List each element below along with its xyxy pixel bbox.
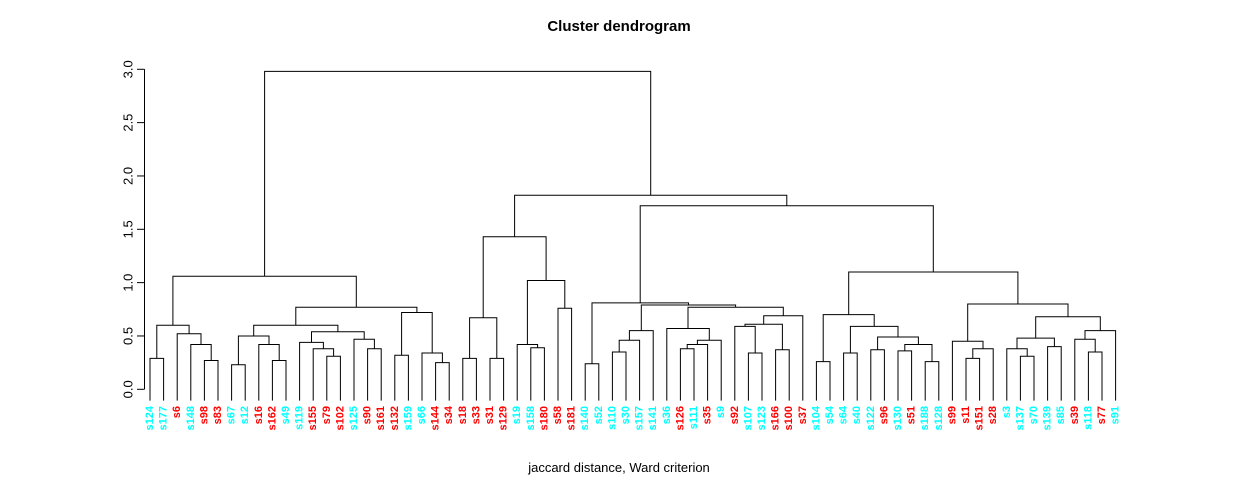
leaf-label-s123: s123 [756, 406, 768, 430]
leaf-label-s139: s139 [1042, 406, 1054, 430]
leaf-label-s37: s37 [797, 406, 809, 424]
leaf-label-s39: s39 [1069, 406, 1081, 424]
leaf-label-s34: s34 [443, 405, 455, 424]
leaf-label-s90: s90 [362, 406, 374, 424]
leaf-label-s98: s98 [198, 406, 210, 424]
leaf-label-s9: s9 [715, 406, 727, 418]
leaf-label-s36: s36 [661, 406, 673, 424]
leaf-label-s122: s122 [865, 406, 877, 430]
y-axis [137, 68, 145, 390]
leaf-label-s31: s31 [484, 406, 496, 424]
leaf-label-s79: s79 [321, 406, 333, 424]
leaf-label-s83: s83 [212, 406, 224, 424]
leaf-label-s51: s51 [906, 406, 918, 424]
leaf-label-s118: s118 [1082, 406, 1094, 430]
leaf-label-s181: s181 [566, 406, 578, 430]
leaf-label-s12: s12 [239, 406, 251, 424]
leaf-label-s132: s132 [389, 406, 401, 430]
y-axis-tick-label: 2.0 [121, 167, 136, 185]
leaf-label-s6: s6 [171, 406, 183, 418]
chart-subtitle: jaccard distance, Ward criterion [528, 460, 710, 475]
chart-title: Cluster dendrogram [547, 18, 691, 35]
leaf-label-s188: s188 [919, 406, 931, 430]
leaf-label-s157: s157 [634, 406, 646, 430]
leaf-label-s125: s125 [348, 406, 360, 430]
leaf-label-s35: s35 [702, 406, 714, 424]
leaf-label-s159: s159 [402, 406, 414, 430]
leaf-label-s67: s67 [226, 406, 238, 424]
leaf-label-s161: s161 [375, 406, 387, 430]
leaf-label-s99: s99 [946, 406, 958, 424]
leaf-label-s107: s107 [742, 406, 754, 430]
leaf-label-s33: s33 [470, 406, 482, 424]
leaf-label-s85: s85 [1055, 406, 1067, 424]
leaf-label-s40: s40 [851, 406, 863, 424]
leaf-label-s64: s64 [838, 405, 850, 424]
leaf-label-s151: s151 [974, 406, 986, 430]
leaf-label-s129: s129 [498, 406, 510, 430]
leaf-label-s141: s141 [647, 406, 659, 430]
leaf-label-s100: s100 [783, 406, 795, 430]
leaf-label-s11: s11 [960, 406, 972, 424]
leaf-label-s3: s3 [1001, 406, 1013, 418]
leaf-label-s58: s58 [552, 406, 564, 424]
leaf-label-s158: s158 [525, 406, 537, 430]
leaf-label-s148: s148 [185, 406, 197, 430]
y-axis-tick-label: 0.5 [121, 327, 136, 345]
leaf-label-s110: s110 [606, 406, 618, 430]
leaf-label-s28: s28 [987, 406, 999, 424]
leaf-label-s126: s126 [674, 406, 686, 430]
y-axis-tick-label: 2.5 [121, 114, 136, 132]
leaf-label-s162: s162 [266, 406, 278, 430]
leaf-label-s102: s102 [334, 406, 346, 430]
leaf-label-s96: s96 [878, 406, 890, 424]
leaf-label-s140: s140 [579, 406, 591, 430]
y-axis-tick-label: 1.0 [121, 274, 136, 292]
leaf-label-s52: s52 [593, 406, 605, 424]
leaf-label-s18: s18 [457, 406, 469, 424]
leaf-label-s166: s166 [770, 406, 782, 430]
leaf-labels: s124 s177 s6 s148 s98 s83 s67 s12 s16 s162 s49 s119… [144, 405, 1122, 430]
leaf-label-s111: s111 [688, 406, 700, 429]
leaf-label-s54: s54 [824, 405, 836, 424]
y-axis-tick-label: 3.0 [121, 60, 136, 78]
leaf-label-s70: s70 [1028, 406, 1040, 424]
y-axis-tick-label: 1.5 [121, 220, 136, 238]
leaf-label-s180: s180 [538, 406, 550, 430]
leaf-label-s124: s124 [144, 405, 156, 430]
leaf-label-s104: s104 [810, 405, 822, 430]
leaf-label-s177: s177 [158, 406, 170, 430]
leaf-label-s128: s128 [933, 406, 945, 430]
leaf-label-s91: s91 [1110, 406, 1122, 424]
leaf-label-s137: s137 [1014, 406, 1026, 430]
leaf-label-s92: s92 [729, 406, 741, 424]
leaf-label-s77: s77 [1096, 406, 1108, 424]
leaf-label-s49: s49 [280, 406, 292, 424]
leaf-label-s144: s144 [430, 405, 442, 430]
leaf-label-s16: s16 [253, 406, 265, 424]
leaf-label-s119: s119 [294, 406, 306, 430]
dendrogram-links [149, 70, 1117, 401]
leaf-label-s130: s130 [892, 406, 904, 430]
y-axis-tick-label: 0.0 [121, 380, 136, 398]
leaf-label-s155: s155 [307, 406, 319, 430]
leaf-label-s19: s19 [511, 406, 523, 424]
leaf-label-s66: s66 [416, 406, 428, 424]
leaf-label-s30: s30 [620, 406, 632, 424]
